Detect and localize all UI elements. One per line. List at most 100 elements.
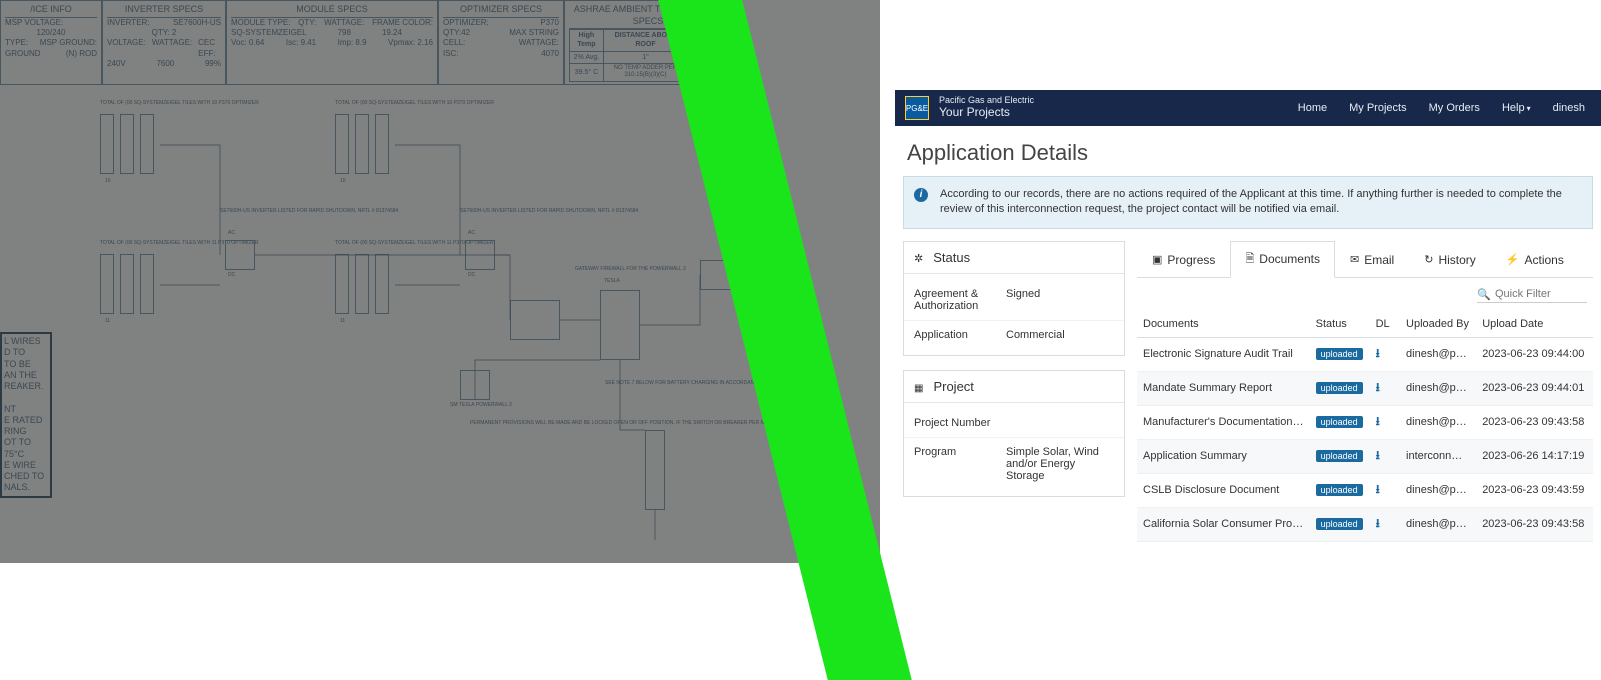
project-row: Project Number (904, 409, 1124, 438)
tab-email[interactable]: ✉ Email (1335, 241, 1409, 278)
ash-h1: High Temp (570, 30, 604, 51)
email-icon: ✉ (1350, 253, 1359, 266)
doc-dl-cell: ⭳ (1370, 507, 1400, 541)
tab-actions[interactable]: ⚡Actions (1491, 241, 1579, 278)
download-icon[interactable]: ⭳ (1376, 448, 1380, 462)
tab-actions-label: Actions (1525, 253, 1564, 267)
inverter-specs-box: INVERTER SPECS INVERTER: SE7600H-US QTY:… (102, 0, 226, 85)
logo-text: PG&E (906, 104, 928, 113)
status-header-label: Status (933, 250, 970, 265)
download-icon[interactable]: ⭳ (1376, 516, 1380, 530)
vpmax: 2.16 (417, 38, 433, 47)
table-row[interactable]: Application Summaryuploaded⭳interconn…20… (1137, 439, 1593, 473)
th-documents[interactable]: Documents (1137, 311, 1310, 338)
download-icon[interactable]: ⭳ (1376, 380, 1380, 394)
tab-email-label: Email (1364, 253, 1394, 267)
doc-status-cell: uploaded (1310, 507, 1370, 541)
msp-voltage-label: MSP VOLTAGE: (5, 18, 63, 28)
web-app-pane: PG&E Pacific Gas and Electric Your Proje… (895, 90, 1601, 563)
status-header: Status (904, 242, 1124, 274)
imp: 8.9 (355, 38, 366, 47)
table-row[interactable]: CSLB Disclosure Documentuploaded⭳dinesh@… (1137, 473, 1593, 507)
download-icon[interactable]: ⭳ (1376, 346, 1380, 360)
table-row[interactable]: Manufacturer's Documentation f…uploaded ⭳… (1137, 405, 1593, 439)
main-column: ▣Progress 🗎Documents ✉ Email ↻History ⚡Ac… (1137, 241, 1593, 542)
inv-cec: 99% (205, 59, 221, 69)
status-row: ApplicationCommercial (904, 321, 1124, 349)
opt-cell-label: CELL: (443, 38, 465, 48)
banner-text: According to our records, there are no a… (940, 188, 1562, 215)
tab-progress-label: Progress (1167, 253, 1215, 267)
status-badge: uploaded (1316, 382, 1363, 394)
doc-date-cell: 2023-06-23 09:43:59 (1476, 473, 1593, 507)
wiring-svg (80, 100, 800, 540)
status-row: Agreement & AuthorizationSigned (904, 280, 1124, 321)
svc-type-label: TYPE: (5, 38, 28, 48)
doc-dl-cell: ⭳ (1370, 439, 1400, 473)
table-row[interactable]: Electronic Signature Audit Trail uploaded… (1137, 337, 1593, 371)
imp-label: Imp: (338, 38, 354, 47)
nav-home[interactable]: Home (1292, 102, 1333, 114)
status-badge: uploaded (1316, 518, 1363, 530)
isc-label: Isc: (286, 38, 298, 47)
doc-by-cell: dinesh@p… (1400, 507, 1476, 541)
nav-my-projects[interactable]: My Projects (1343, 102, 1412, 114)
ash-r1c1: 2% Avg. (570, 51, 604, 63)
nav-my-orders[interactable]: My Orders (1423, 102, 1486, 114)
project-icon (914, 379, 927, 394)
doc-date-cell: 2023-06-23 09:43:58 (1476, 405, 1593, 439)
info-icon: i (914, 188, 928, 202)
nav-help[interactable]: Help▾ (1496, 102, 1537, 114)
brand-text: Pacific Gas and Electric Your Projects (939, 96, 1034, 119)
doc-dl-cell: ⭳ (1370, 337, 1400, 371)
th-status[interactable]: Status (1310, 311, 1370, 338)
download-icon[interactable]: ⭳ (1376, 482, 1380, 496)
opt-model: P370 (540, 18, 559, 28)
opt-qty-label: QTY: (443, 28, 461, 37)
doc-date-cell: 2023-06-23 09:44:01 (1476, 371, 1593, 405)
doc-date-cell: 2023-06-26 14:17:19 (1476, 439, 1593, 473)
history-icon: ↻ (1424, 253, 1433, 266)
th-upload-date[interactable]: Upload Date (1476, 311, 1593, 338)
opt-wattage-label: WATTAGE: (519, 38, 559, 47)
documents-table: Documents Status DL Uploaded By Upload D… (1137, 311, 1593, 542)
doc-name-cell: Mandate Summary Report (1137, 371, 1310, 405)
status-badge: uploaded (1316, 450, 1363, 462)
nav-help-label: Help (1502, 102, 1525, 114)
table-row[interactable]: California Solar Consumer Prote…uploaded… (1137, 507, 1593, 541)
status-key: Agreement & Authorization (914, 288, 1006, 312)
nav-user[interactable]: dinesh (1547, 102, 1591, 114)
status-badge: uploaded (1316, 348, 1363, 360)
tab-documents[interactable]: 🗎Documents (1230, 241, 1335, 278)
ash-r2c1: 39.5° C (570, 63, 604, 82)
doc-status-cell: uploaded (1310, 405, 1370, 439)
top-navbar: PG&E Pacific Gas and Electric Your Proje… (895, 90, 1601, 126)
inv-qty: 2 (172, 28, 176, 38)
mod-type-label: MODULE TYPE: (231, 18, 290, 28)
msp-ground: (N) ROD (66, 49, 97, 59)
download-icon[interactable]: ⭳ (1376, 414, 1380, 428)
warning-text-box: L WIRES D TO TO BE AN THE REAKER. NT E R… (0, 332, 52, 498)
opt-maxstring: MAX STRING (509, 28, 559, 38)
tab-history[interactable]: ↻History (1409, 241, 1491, 278)
optimizer-title: OPTIMIZER SPECS (443, 3, 559, 18)
mod-wattage-label: WATTAGE: (324, 18, 364, 28)
service-info-box: /ICE INFO MSP VOLTAGE: 120/240 TYPE: MSP… (0, 0, 102, 85)
doc-name-cell: Electronic Signature Audit Trail (1137, 337, 1310, 371)
status-badge: uploaded (1316, 484, 1363, 496)
voc: 0.64 (249, 38, 265, 47)
project-val (1006, 417, 1114, 429)
mod-frame-label: FRAME COLOR: (372, 18, 433, 28)
doc-name-cell: Manufacturer's Documentation f… (1137, 405, 1310, 439)
th-uploaded-by[interactable]: Uploaded By (1400, 311, 1476, 338)
mod-qty: 798 (338, 28, 351, 38)
th-dl[interactable]: DL (1370, 311, 1400, 338)
brand-logo[interactable]: PG&E (905, 96, 929, 120)
tab-progress[interactable]: ▣Progress (1137, 241, 1230, 278)
quick-filter-input[interactable] (1477, 286, 1587, 303)
table-row[interactable]: Mandate Summary Report uploaded ⭳ dinesh@p…… (1137, 371, 1593, 405)
voc-label: Voc: (231, 38, 247, 47)
doc-by-cell: dinesh@p… (1400, 371, 1476, 405)
project-row: ProgramSimple Solar, Wind and/or Energy … (904, 438, 1124, 490)
status-icon (914, 250, 927, 265)
